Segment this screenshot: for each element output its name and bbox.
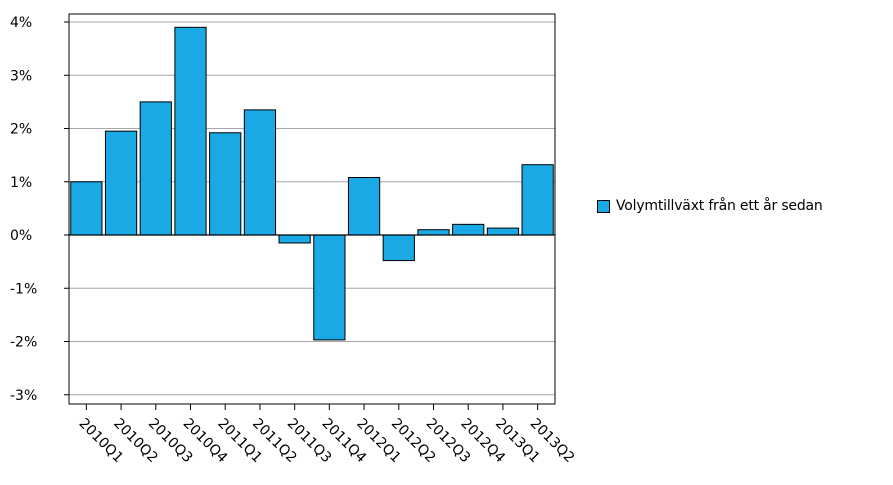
legend: Volymtillväxt från ett år sedan [597,198,823,214]
bar [452,223,485,236]
bar [347,176,381,236]
bar [104,130,138,236]
bar [174,26,207,236]
y-tick-label: -1% [10,281,37,297]
bar [70,181,103,236]
bar [417,229,450,236]
bar [278,234,311,244]
bar [139,101,172,236]
bar [243,109,277,236]
y-tick-label: 2% [10,122,32,138]
y-tick-label: 3% [10,68,32,84]
x-axis: 2010Q12010Q22010Q32010Q42011Q12011Q22011… [76,404,577,466]
bar [486,227,520,236]
y-tick-label: -2% [10,335,37,351]
legend-swatch [597,199,610,213]
bar [209,132,242,236]
y-axis: 4% 3% 2% 1% 0% -1% -2% -3% [10,15,69,404]
y-tick-label: 0% [10,228,32,244]
plot-frame [68,13,556,405]
y-tick-label: 4% [10,15,32,31]
bar [313,234,346,341]
plot-border [68,13,556,405]
bar [521,164,554,236]
bar [382,234,415,262]
y-tick-label: 1% [10,175,32,191]
y-tick-label: -3% [10,388,37,404]
bars [70,26,554,341]
legend-label: Volymtillväxt från ett år sedan [616,198,823,214]
